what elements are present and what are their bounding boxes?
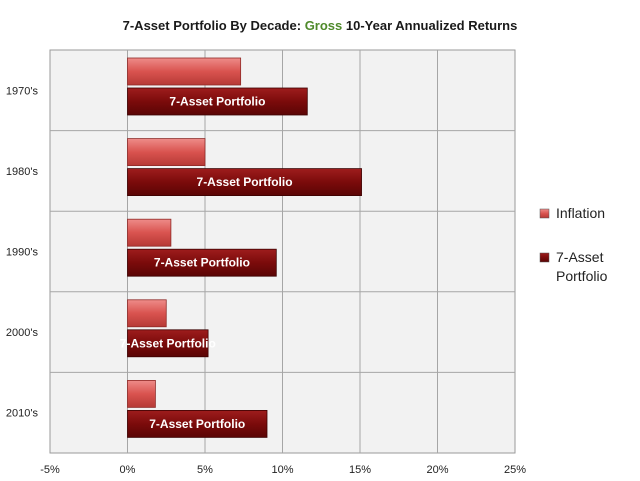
legend-swatch	[539, 208, 550, 219]
category-label: 2010's	[6, 408, 39, 420]
bar-data-label: 7-Asset Portfolio	[120, 336, 216, 350]
x-tick-label: 5%	[197, 464, 213, 476]
x-tick-label: -5%	[40, 464, 60, 476]
legend-label: 7-Asset	[556, 249, 604, 265]
legend-label: Inflation	[556, 205, 605, 221]
category-label: 1970's	[6, 85, 39, 97]
x-tick-label: 25%	[504, 464, 526, 476]
bar-inflation	[127, 218, 172, 247]
bar-inflation	[127, 138, 206, 167]
chart-title-highlight: Gross	[305, 18, 343, 33]
x-tick-label: 10%	[271, 464, 293, 476]
bar-data-label: 7-Asset Portfolio	[154, 256, 250, 270]
chart-title: 7-Asset Portfolio By Decade: Gross 10-Ye…	[123, 18, 518, 33]
x-tick-label: 0%	[120, 464, 136, 476]
bar-7-asset-portfolio	[127, 87, 308, 116]
bar-7-asset-portfolio	[127, 168, 362, 197]
chart-title-prefix: 7-Asset Portfolio By Decade:	[123, 18, 301, 33]
bar-7-asset-portfolio	[127, 409, 268, 438]
category-label: 2000's	[6, 327, 39, 339]
bar-inflation	[127, 379, 156, 408]
bar-inflation	[127, 57, 242, 86]
legend-label: Portfolio	[556, 268, 608, 284]
bar-data-label: 7-Asset Portfolio	[169, 95, 265, 109]
y-axis-categories: 1970's 1980's 1990's 2000's 2010's	[6, 85, 39, 419]
x-tick-label: 20%	[426, 464, 448, 476]
legend-swatch	[539, 252, 550, 263]
bars: 7-Asset Portfolio 7-Asset Portfolio 7-Asse…	[120, 57, 362, 438]
bar-data-label: 7-Asset Portfolio	[149, 417, 245, 431]
bar-7-asset-portfolio	[127, 248, 277, 277]
legend: Inflation 7-Asset Portfolio	[539, 205, 608, 284]
x-axis-ticks: -5% 0% 5% 10% 15% 20% 25%	[40, 464, 526, 476]
category-label: 1980's	[6, 166, 39, 178]
bar-inflation	[127, 299, 167, 328]
bar-data-label: 7-Asset Portfolio	[197, 175, 293, 189]
chart-title-suffix: 10-Year Annualized Returns	[346, 18, 517, 33]
category-label: 1990's	[6, 247, 39, 259]
x-tick-label: 15%	[349, 464, 371, 476]
bar-7-asset-portfolio	[127, 329, 209, 358]
